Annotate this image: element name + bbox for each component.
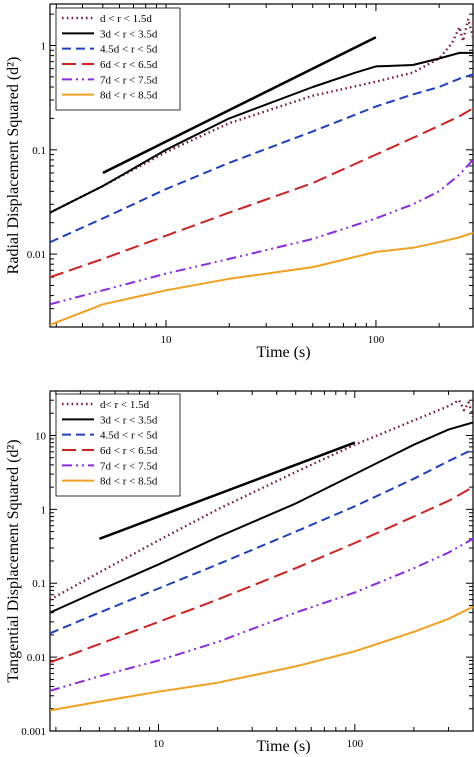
y-axis-title: Radial Displacement Squared (d²) bbox=[5, 57, 22, 275]
x-axis-title: Time (s) bbox=[256, 344, 310, 361]
series-line bbox=[50, 51, 473, 214]
plot-area: 10 100 0.001 0.01 0.1 1 10 d< r < 1.5d 3d < r < … bbox=[21, 390, 474, 750]
legend-box bbox=[55, 393, 181, 497]
series-line bbox=[50, 73, 473, 244]
y-tick-label: 0.01 bbox=[27, 249, 46, 261]
y-tick-label: 0.1 bbox=[32, 578, 46, 590]
x-tick-label: 10 bbox=[153, 738, 165, 750]
radial-displacement-chart: 10 100 0.01 0.1 1 d < r < 1.5d 3d < r < 3.5d 4.… bbox=[5, 3, 474, 361]
plot-area: 10 100 0.01 0.1 1 d < r < 1.5d 3d < r < 3.5d 4.… bbox=[27, 3, 474, 346]
x-tick-label: 100 bbox=[368, 334, 385, 346]
reference-slope-line bbox=[98, 441, 356, 540]
x-axis-title: Time (s) bbox=[256, 738, 310, 755]
series-line bbox=[50, 605, 473, 712]
legend-label: 3d < r < 3.5d bbox=[100, 414, 158, 426]
legend-label: 4.5d < r < 5d bbox=[100, 430, 158, 442]
legend-label: 7d < r < 7.5d bbox=[100, 460, 158, 472]
series-line bbox=[50, 448, 473, 635]
legend-box bbox=[55, 7, 181, 111]
x-tick-label: 10 bbox=[161, 334, 173, 346]
legend-label: 4.5d < r < 5d bbox=[100, 44, 158, 56]
y-tick-label: 0.001 bbox=[21, 726, 46, 738]
legend-label: 6d < r < 6.5d bbox=[100, 59, 158, 71]
series-group bbox=[50, 399, 473, 712]
y-tick-label: 1 bbox=[41, 504, 47, 516]
legend-label: d < r < 1.5d bbox=[100, 13, 152, 25]
x-tick-label: 100 bbox=[347, 738, 364, 750]
legend: d< r < 1.5d 3d < r < 3.5d 4.5d < r < 5d 6d … bbox=[55, 393, 181, 497]
y-axis-title: Tangential Displacement Squared (d²) bbox=[5, 439, 22, 682]
y-tick-label: 10 bbox=[35, 430, 47, 442]
series-line bbox=[50, 17, 473, 214]
legend-label: 3d < r < 3.5d bbox=[100, 28, 158, 40]
series-line bbox=[50, 107, 473, 279]
series-line bbox=[50, 159, 473, 306]
reference-slope-line bbox=[102, 36, 377, 175]
y-tick-label: 0.1 bbox=[32, 145, 46, 157]
y-tick-label: 0.01 bbox=[27, 652, 46, 664]
legend-label: d< r < 1.5d bbox=[100, 399, 150, 411]
series-line bbox=[50, 537, 473, 692]
legend: d < r < 1.5d 3d < r < 3.5d 4.5d < r < 5d 6d… bbox=[55, 7, 181, 111]
series-line bbox=[50, 421, 473, 614]
series-line bbox=[50, 486, 473, 664]
tangential-displacement-chart: 10 100 0.001 0.01 0.1 1 10 d< r < 1.5d 3d < r < … bbox=[5, 390, 474, 755]
legend-label: 8d < r < 8.5d bbox=[100, 90, 158, 102]
legend-label: 6d < r < 6.5d bbox=[100, 445, 158, 457]
series-group bbox=[50, 17, 473, 326]
legend-label: 7d < r < 7.5d bbox=[100, 74, 158, 86]
series-line bbox=[50, 231, 473, 326]
y-tick-label: 1 bbox=[41, 41, 47, 53]
legend-label: 8d < r < 8.5d bbox=[100, 476, 158, 488]
